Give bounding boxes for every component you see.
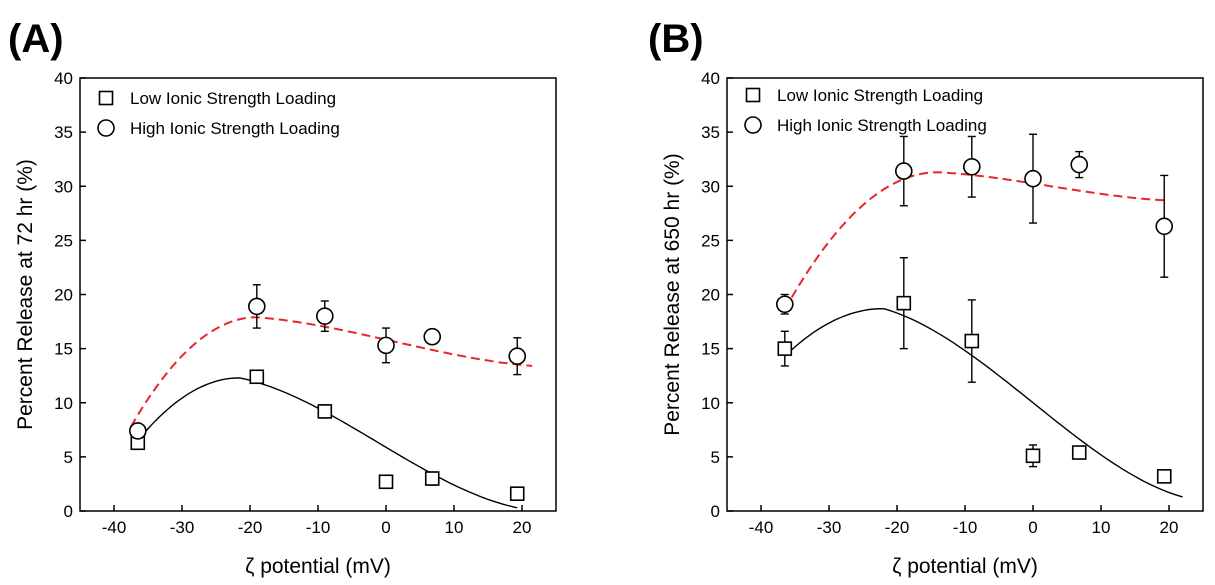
data-point-low — [509, 486, 525, 501]
data-point-low — [964, 333, 980, 349]
panel-a-data-points — [129, 284, 527, 501]
y-tick-label: 15 — [54, 340, 73, 359]
data-point-low — [317, 404, 333, 419]
data-point-high — [1155, 217, 1174, 236]
panel-a-plot-frame — [79, 77, 557, 512]
x-tick-label: -40 — [749, 518, 774, 537]
data-point-high — [894, 162, 913, 180]
data-point-low — [777, 341, 793, 356]
y-tick-label: 15 — [701, 340, 720, 359]
panel-b-legend-low-label: Low Ionic Strength Loading — [777, 86, 983, 105]
y-tick-label: 20 — [701, 286, 720, 305]
data-point-low — [424, 471, 440, 486]
data-point-high — [247, 297, 266, 316]
x-tick-label: 10 — [445, 518, 464, 537]
data-point-high — [129, 422, 147, 440]
panel-a: (A) -40 -30 -20 -10 0 10 20 0 5 10 15 20 25 30 35 40 Lo… — [8, 17, 557, 578]
y-tick-label: 30 — [701, 177, 720, 196]
data-point-high — [423, 327, 442, 346]
fit-curve-low — [784, 307, 1183, 498]
data-point-low — [1071, 445, 1087, 460]
panel-a-legend-low-marker — [98, 90, 114, 106]
legend-marker-low — [745, 87, 761, 103]
panel-a-legend: Low Ionic Strength Loading High Ionic St… — [97, 89, 340, 138]
panel-a-ticks: -40 -30 -20 -10 0 10 20 0 5 10 15 20 25 30 35 40 — [54, 69, 531, 537]
x-tick-label: 0 — [381, 518, 390, 537]
panel-a-y-axis-title: Percent Release at 72 hr (%) — [14, 159, 37, 430]
panel-b-x-axis-title: ζ potential (mV) — [892, 555, 1038, 578]
data-point-high — [775, 295, 794, 314]
y-tick-label: 10 — [54, 394, 73, 413]
y-tick-label: 40 — [701, 69, 720, 88]
data-point-low — [249, 369, 265, 385]
panel-b: (B) -40 -30 -20 -10 0 10 20 0 5 10 15 20 25 30 35 40 Lo… — [648, 17, 1204, 578]
fit-curve-high — [130, 316, 533, 428]
y-tick-label: 20 — [54, 286, 73, 305]
panel-a-x-axis-title: ζ potential (mV) — [245, 555, 391, 578]
y-tick-label: 30 — [54, 177, 73, 196]
panel-a-label: (A) — [8, 17, 64, 61]
y-tick-label: 35 — [54, 123, 73, 142]
y-tick-label: 0 — [711, 502, 720, 521]
panel-b-plot-frame — [726, 77, 1204, 512]
y-tick-label: 5 — [711, 448, 720, 467]
data-point-low — [1156, 469, 1172, 484]
panel-a-legend-low-label: Low Ionic Strength Loading — [130, 89, 336, 108]
fit-curve-low — [133, 377, 518, 509]
panel-b-ticks: -40 -30 -20 -10 0 10 20 0 5 10 15 20 25 30 35 40 — [701, 69, 1178, 537]
y-tick-label: 5 — [64, 448, 73, 467]
data-point-high — [377, 336, 395, 355]
y-tick-label: 40 — [54, 69, 73, 88]
data-point-low — [378, 474, 394, 490]
panel-b-legend-high-label: High Ionic Strength Loading — [777, 116, 987, 135]
x-tick-label: -20 — [238, 518, 263, 537]
x-tick-label: 10 — [1092, 518, 1111, 537]
x-tick-label: -10 — [306, 518, 331, 537]
legend-marker-high — [97, 119, 115, 137]
y-tick-label: 25 — [701, 231, 720, 250]
panel-b-fit-curves — [783, 171, 1183, 498]
panel-a-legend-high-marker — [97, 119, 115, 137]
x-tick-label: -10 — [953, 518, 978, 537]
data-point-high — [1024, 169, 1042, 188]
x-tick-label: -30 — [817, 518, 842, 537]
data-point-high — [1070, 155, 1089, 174]
data-point-high — [315, 307, 334, 325]
panel-b-legend-high-marker — [744, 116, 762, 134]
fit-curve-high — [783, 171, 1165, 311]
data-point-high — [962, 157, 981, 176]
y-tick-label: 25 — [54, 231, 73, 250]
x-tick-label: 0 — [1028, 518, 1037, 537]
panel-b-label: (B) — [648, 17, 704, 61]
data-point-low — [896, 295, 912, 311]
x-tick-label: 20 — [513, 518, 532, 537]
legend-marker-high — [744, 116, 762, 134]
panel-a-legend-high-label: High Ionic Strength Loading — [130, 119, 340, 138]
x-tick-label: -40 — [102, 518, 127, 537]
y-tick-label: 35 — [701, 123, 720, 142]
legend-marker-low — [98, 90, 114, 106]
panel-b-y-axis-title: Percent Release at 650 hr (%) — [661, 153, 684, 435]
y-tick-label: 0 — [64, 502, 73, 521]
panel-b-data-points — [775, 133, 1174, 484]
x-tick-label: -30 — [170, 518, 195, 537]
x-tick-label: 20 — [1160, 518, 1179, 537]
panel-b-legend-low-marker — [745, 87, 761, 103]
x-tick-label: -20 — [885, 518, 910, 537]
y-tick-label: 10 — [701, 394, 720, 413]
panel-b-legend: Low Ionic Strength Loading High Ionic St… — [744, 86, 987, 135]
data-point-high — [508, 347, 527, 366]
data-point-low — [1025, 448, 1041, 464]
